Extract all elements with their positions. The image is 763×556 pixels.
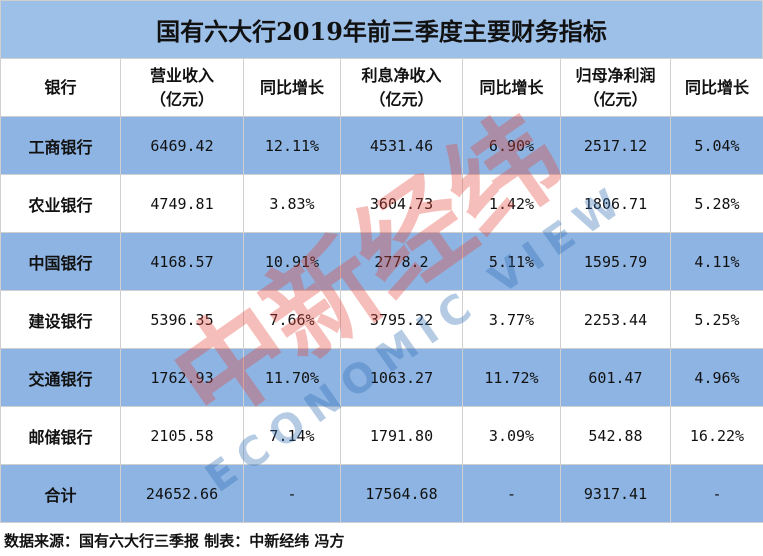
table-cell: 4.11% [670,232,763,291]
row-label: 建设银行 [0,290,121,349]
table-cell: 11.70% [243,348,341,407]
header-cell: 银行 [0,58,121,117]
table-cell: 7.66% [243,290,341,349]
table-cell: 1806.71 [560,174,671,233]
header-cell: 利息净收入 （亿元） [340,58,463,117]
table-title: 国有六大行2019年前三季度主要财务指标 [0,0,763,59]
table-row: 银行 营业收入 （亿元） 同比增长 利息净收入 （亿元） 同比增长 归母净利润 （亿元）同… [0,58,763,117]
table-cell: 1595.79 [560,232,671,291]
row-label: 中国银行 [0,232,121,291]
header-cell: 营业收入 （亿元） [120,58,244,117]
data-table: 银行 营业收入 （亿元） 同比增长 利息净收入 （亿元） 同比增长 归母净利润 （亿元）同… [0,58,763,523]
footer-note: 数据来源：国有六大行三季报 制表：中新经纬 冯方 [4,532,345,550]
table-cell: 4.96% [670,348,763,407]
table-cell: 601.47 [560,348,671,407]
row-label: 交通银行 [0,348,121,407]
row-label: 工商银行 [0,116,121,175]
table-cell: 24652.66 [120,464,244,523]
table-row: 农业银行 4749.81 3.83% 3604.73 1.42% 1806.71 5.28% [0,174,763,233]
table-cell: 3.83% [243,174,341,233]
table-cell: 1762.93 [120,348,244,407]
table-cell: 4531.46 [340,116,463,175]
table-cell: 16.22% [670,406,763,465]
row-label: 邮储银行 [0,406,121,465]
table-cell: 2778.2 [340,232,463,291]
table-row: 中国银行 4168.57 10.91% 2778.2 5.11% 1595.79 4.11% [0,232,763,291]
table-cell: 3795.22 [340,290,463,349]
table-cell: - [243,464,341,523]
table-cell: 542.88 [560,406,671,465]
table-cell: 5396.35 [120,290,244,349]
table-cell: 6469.42 [120,116,244,175]
table-cell: 2517.12 [560,116,671,175]
table-cell: 3.09% [462,406,561,465]
table-cell: 9317.41 [560,464,671,523]
table-cell: - [670,464,763,523]
table-cell: 5.04% [670,116,763,175]
table-cell: 4749.81 [120,174,244,233]
table-cell: 5.11% [462,232,561,291]
table-cell: 17564.68 [340,464,463,523]
table-cell: 2105.58 [120,406,244,465]
header-cell: 同比增长 [670,58,763,117]
table-cell: 2253.44 [560,290,671,349]
table-row: 建设银行 5396.35 7.66% 3795.22 3.77% 2253.44 5.25% [0,290,763,349]
row-label: 合计 [0,464,121,523]
table-cell: 10.91% [243,232,341,291]
table-row: 交通银行 1762.93 11.70% 1063.27 11.72% 601.47 4.96… [0,348,763,407]
table-cell: 7.14% [243,406,341,465]
table-cell: 1791.80 [340,406,463,465]
table-cell: 1063.27 [340,348,463,407]
table-row: 工商银行 6469.42 12.11% 4531.46 6.90% 2517.12 5.04… [0,116,763,175]
table-row: 合计 24652.66-17564.68-9317.41- [0,464,763,523]
table-cell: 6.90% [462,116,561,175]
table-cell: 4168.57 [120,232,244,291]
header-cell: 归母净利润 （亿元） [560,58,671,117]
table-cell: - [462,464,561,523]
table-cell: 1.42% [462,174,561,233]
row-label: 农业银行 [0,174,121,233]
table-cell: 3604.73 [340,174,463,233]
table-cell: 11.72% [462,348,561,407]
table-row: 邮储银行 2105.58 7.14% 1791.80 3.09% 542.88 16.22% [0,406,763,465]
table-cell: 12.11% [243,116,341,175]
table-cell: 5.25% [670,290,763,349]
header-cell: 同比增长 [462,58,561,117]
header-cell: 同比增长 [243,58,341,117]
table-cell: 3.77% [462,290,561,349]
table-cell: 5.28% [670,174,763,233]
